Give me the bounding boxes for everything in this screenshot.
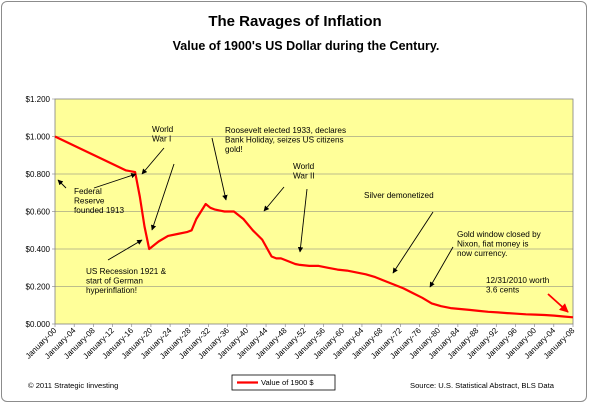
annotation-line: 3.6 cents	[486, 286, 519, 295]
annotation-arrow	[297, 188, 308, 253]
annotation-line: War I	[152, 135, 171, 144]
annotation-arrow	[93, 172, 137, 189]
annotation-line: now currency.	[457, 249, 507, 258]
y-tick-label: $0.600	[26, 208, 51, 217]
annotation-line: gold!	[225, 145, 243, 154]
annotation-label: World War I	[152, 125, 174, 144]
y-tick-label: $0.800	[26, 170, 51, 179]
y-tick-label: $1.000	[26, 133, 51, 142]
annotation-line: 12/31/2010 worth	[486, 276, 550, 285]
series-line	[54, 135, 574, 319]
y-tick-label: $1.200	[26, 95, 51, 104]
annotation-arrow	[107, 239, 143, 261]
y-axis: $0.000 $0.200 $0.400 $0.600 $0.800 $1.000 $1.2…	[26, 95, 55, 329]
annotation-arrow	[392, 211, 434, 274]
y-tick-label: $0.200	[26, 283, 51, 292]
annotation-line: War II	[293, 172, 315, 181]
annotation-line: Silver demonetized	[364, 191, 434, 200]
y-tick-label: $0.000	[26, 320, 51, 329]
annotation-label: Silver demonetized	[364, 191, 434, 200]
annotation-line: World	[152, 125, 174, 134]
annotation-line: start of German	[86, 277, 143, 286]
annotation-arrow	[57, 179, 67, 189]
x-axis: January-00January-04January-08January-12…	[24, 324, 577, 361]
annotation-arrow-red	[547, 293, 569, 313]
copyright-text: © 2011 Strategic Iinvesting	[28, 381, 118, 390]
annotation-line: Bank Holiday, seizes US citizens	[225, 136, 344, 145]
annotation-label: US Recession 1921 & start of German hyperi…	[86, 267, 167, 295]
annotation-arrow	[429, 246, 454, 288]
annotation-label: 12/31/2010 worth 3.6 cents	[486, 276, 550, 295]
annotation-label: Gold window closed by Nixon, fiat money i…	[457, 230, 542, 258]
series-layer	[54, 135, 574, 319]
annotation-line: US Recession 1921 &	[86, 267, 167, 276]
annotation-line: Reserve	[74, 197, 105, 206]
y-tick-label: $0.400	[26, 245, 51, 254]
annotation-line: Federal	[74, 187, 102, 196]
annotation-line: hyperinflation!	[86, 286, 137, 295]
annotation-arrow	[141, 147, 165, 175]
chart-canvas: The Ravages of Inflation Value of 1900's…	[24, 13, 577, 391]
chart-subtitle: Value of 1900's US Dollar during the Cen…	[173, 39, 440, 53]
legend-box	[231, 374, 336, 391]
annotation-label: World War II	[293, 162, 315, 181]
annotation-label: Roosevelt elected 1933, declares Bank Hol…	[225, 126, 346, 154]
chart-title: The Ravages of Inflation	[208, 13, 381, 30]
annotation-line: World	[293, 162, 315, 171]
annotation-label: Federal Reserve founded 1913	[74, 187, 125, 215]
annotation-arrow	[263, 186, 285, 212]
annotation-arrow	[150, 163, 175, 231]
annotation-line: founded 1913	[74, 206, 125, 215]
annotation-line: Nixon, fiat money is	[457, 240, 528, 249]
annotation-line: Gold window closed by	[457, 230, 542, 239]
legend-label: Value of 1900 $	[261, 378, 314, 387]
legend: Value of 1900 $	[231, 374, 336, 391]
source-text: Source: U.S. Statistical Abstract, BLS D…	[410, 381, 555, 390]
annotation-arrow	[211, 137, 228, 201]
annotation-line: Roosevelt elected 1933, declares	[225, 126, 346, 135]
